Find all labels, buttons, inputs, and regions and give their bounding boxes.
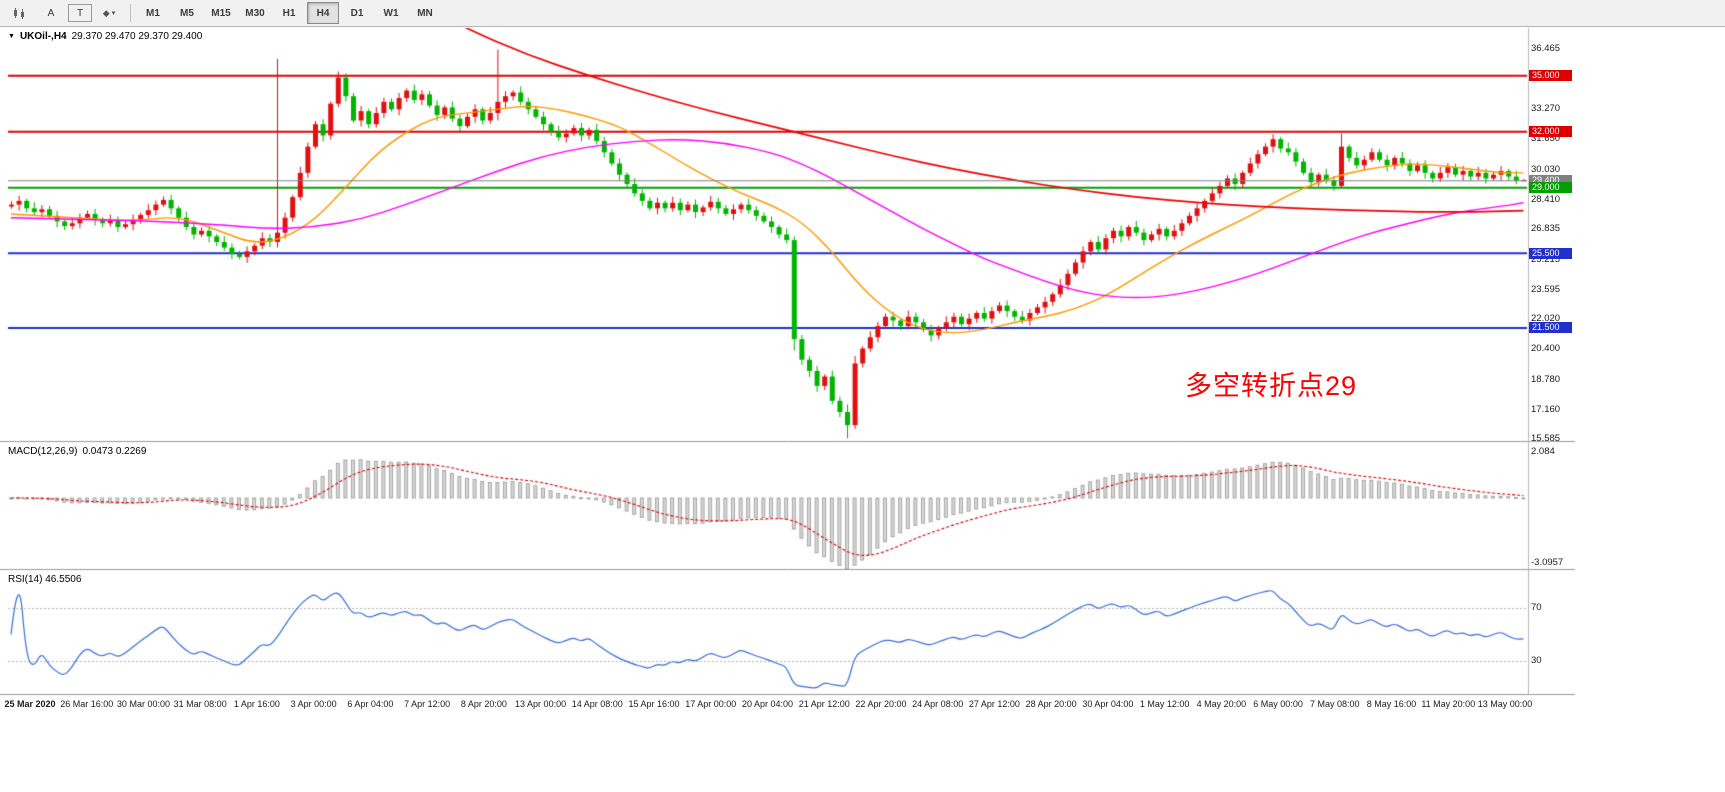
time-axis-label: 4 May 20:00 <box>1196 699 1247 709</box>
price-axis-label: 36.465 <box>1531 43 1561 55</box>
timeframe-buttons: M1 M5 M15 M30 H1 H4 D1 W1 MN <box>136 2 442 24</box>
price-axis-label: 31.650 <box>1531 133 1561 145</box>
rsi-label: RSI(14) 46.5506 <box>8 574 82 585</box>
time-axis-label: 26 Mar 16:00 <box>60 699 114 709</box>
time-axis-label: 6 Apr 04:00 <box>347 699 394 709</box>
time-axis-label: 17 Apr 00:00 <box>685 699 737 709</box>
time-axis-label: 24 Apr 08:00 <box>912 699 964 709</box>
price-axis-label: 25.215 <box>1531 253 1561 265</box>
time-axis-label: 22 Apr 20:00 <box>855 699 907 709</box>
price-axis-label: 15.585 <box>1531 433 1561 445</box>
price-level-badge-25.500: 25.500 <box>1529 247 1572 259</box>
time-axis-label: 1 May 12:00 <box>1139 699 1190 709</box>
time-axis-label: 20 Apr 04:00 <box>741 699 794 709</box>
time-axis-label: 13 May 00:00 <box>1477 699 1533 709</box>
ohlc-values: 29.370 29.470 29.370 29.400 <box>71 31 203 42</box>
price-axis-label: 23.595 <box>1531 283 1561 295</box>
time-axis-label: 28 Apr 20:00 <box>1025 699 1077 709</box>
macd-values: 0.0473 0.2269 <box>82 446 147 457</box>
price-axis-label: 33.270 <box>1531 102 1561 114</box>
shapes-tool-dropdown[interactable]: ◆ ▾ <box>94 2 124 24</box>
shapes-icon: ◆ <box>102 7 110 18</box>
time-axis-label: 31 Mar 08:00 <box>173 699 227 709</box>
price-level-badge-29.000: 29.000 <box>1529 182 1572 194</box>
price-axis-label: 26.835 <box>1531 223 1561 235</box>
price-level-badge-29.400: 29.400 <box>1529 174 1572 186</box>
chart-title: ▼ UKOil-,H4 29.370 29.470 29.370 29.400 <box>8 31 202 42</box>
chart-annotation-text[interactable]: 多空转折点29 <box>1185 371 1358 401</box>
toolbar: A T ◆ ▾ M1 M5 M15 M30 H1 H4 D1 W1 MN <box>0 0 1725 27</box>
timeframe-mn-button[interactable]: MN <box>417 7 433 19</box>
time-axis-label: 8 Apr 20:00 <box>460 699 507 709</box>
time-axis-label: 25 Mar 2020 <box>4 699 56 709</box>
price-level-badge-35.000: 35.000 <box>1529 70 1572 82</box>
timeframe-w1-button[interactable]: W1 <box>383 7 399 19</box>
price-level-badge-21.500: 21.500 <box>1529 322 1572 334</box>
text-a-tool-button[interactable]: A <box>47 7 55 19</box>
time-axis-label: 7 May 08:00 <box>1310 699 1360 709</box>
candles-icon <box>13 7 24 19</box>
time-axis-label: 11 May 20:00 <box>1421 699 1476 709</box>
chart-icon[interactable] <box>4 2 34 24</box>
rsi-level-30-label: 30 <box>1531 655 1542 666</box>
time-axis-label: 7 Apr 12:00 <box>404 699 451 709</box>
time-axis-label: 6 May 00:00 <box>1253 699 1303 709</box>
timeframe-h1-button[interactable]: H1 <box>282 7 296 19</box>
macd-label: MACD(12,26,9) 0.0473 0.2269 <box>8 446 147 457</box>
time-axis-label: 15 Apr 16:00 <box>628 699 680 709</box>
toolbar-separator <box>130 4 131 22</box>
time-axis-label: 3 Apr 00:00 <box>290 699 337 709</box>
time-axis-label: 21 Apr 12:00 <box>798 699 850 709</box>
price-axis-label: 30.030 <box>1531 163 1561 175</box>
time-axis-label: 8 May 16:00 <box>1366 699 1417 709</box>
price-axis-label: 20.400 <box>1531 343 1561 355</box>
text-label-tool-button[interactable]: T <box>68 4 92 22</box>
timeframe-m1-button[interactable]: M1 <box>146 7 160 19</box>
price-level-badge-32.000: 32.000 <box>1529 126 1572 138</box>
timeframe-m15-button[interactable]: M15 <box>211 7 231 19</box>
price-axis-label: 28.410 <box>1531 193 1561 205</box>
price-axis-label: 17.160 <box>1531 404 1561 416</box>
timeframe-m5-button[interactable]: M5 <box>180 7 194 19</box>
macd-axis-max-label: 2.084 <box>1531 446 1555 457</box>
symbol-period-label: UKOil-,H4 <box>19 31 67 42</box>
macd-axis-min-label: -3.0957 <box>1531 557 1564 568</box>
rsi-level-70-label: 70 <box>1531 602 1542 613</box>
time-axis-label: 13 Apr 00:00 <box>515 699 567 709</box>
time-axis-label: 1 Apr 16:00 <box>233 699 280 709</box>
timeframe-d1-button[interactable]: D1 <box>350 7 364 19</box>
price-axis-label: 18.780 <box>1531 373 1561 385</box>
timeframe-m30-button[interactable]: M30 <box>245 7 265 19</box>
caret-down-icon: ▾ <box>111 10 116 17</box>
time-axis-label: 14 Apr 08:00 <box>571 699 623 709</box>
timeframe-h4-button[interactable]: H4 <box>307 2 339 24</box>
chart-collapse-icon[interactable]: ▼ <box>8 33 15 40</box>
time-axis-label: 30 Apr 04:00 <box>1082 699 1134 709</box>
price-axis-label: 22.020 <box>1531 313 1561 325</box>
time-axis-label: 27 Apr 12:00 <box>968 699 1020 709</box>
time-axis-label: 30 Mar 00:00 <box>116 699 170 709</box>
